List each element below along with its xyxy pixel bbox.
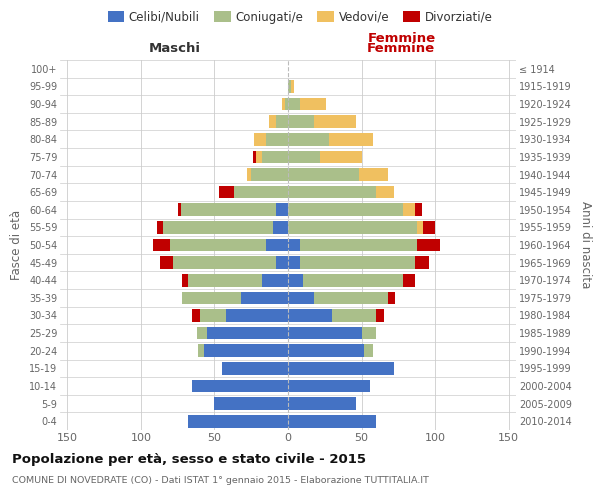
Bar	[288, 415, 376, 428]
Y-axis label: Anni di nascita: Anni di nascita	[578, 202, 592, 288]
Bar	[288, 344, 364, 357]
Bar	[204, 344, 288, 357]
Bar	[188, 274, 262, 286]
Bar	[178, 204, 181, 216]
Bar	[376, 309, 383, 322]
Bar	[182, 292, 241, 304]
Bar	[288, 168, 359, 181]
Bar	[288, 362, 394, 374]
Bar	[303, 274, 403, 286]
Bar	[288, 380, 370, 392]
Bar	[226, 309, 288, 322]
Bar	[288, 186, 376, 198]
Bar	[388, 292, 395, 304]
Text: Popolazione per età, sesso e stato civile - 2015: Popolazione per età, sesso e stato civil…	[12, 452, 366, 466]
Bar	[256, 150, 262, 163]
Bar	[160, 256, 173, 269]
Bar	[266, 133, 288, 145]
Bar	[262, 274, 288, 286]
Bar	[254, 133, 266, 145]
Text: Maschi: Maschi	[149, 42, 201, 54]
Bar	[247, 168, 251, 181]
Bar	[253, 150, 256, 163]
Bar	[364, 344, 373, 357]
Bar	[288, 256, 300, 269]
Bar	[418, 221, 424, 234]
Bar	[214, 397, 288, 410]
Bar	[282, 98, 285, 110]
Bar	[300, 256, 415, 269]
Bar	[415, 204, 422, 216]
Bar	[320, 150, 362, 163]
Text: Femmine: Femmine	[368, 32, 436, 45]
Bar	[288, 397, 356, 410]
Bar	[219, 186, 233, 198]
Bar	[314, 292, 388, 304]
Bar	[273, 221, 288, 234]
Bar	[415, 256, 429, 269]
Bar	[403, 274, 415, 286]
Bar	[157, 221, 163, 234]
Bar	[276, 204, 288, 216]
Bar	[163, 221, 273, 234]
Bar	[173, 256, 276, 269]
Bar	[418, 238, 440, 252]
Bar	[288, 292, 314, 304]
Bar	[233, 186, 288, 198]
Bar	[329, 133, 373, 145]
Bar	[251, 168, 288, 181]
Legend: Celibi/Nubili, Coniugati/e, Vedovi/e, Divorziati/e: Celibi/Nubili, Coniugati/e, Vedovi/e, Di…	[103, 6, 497, 28]
Bar	[181, 204, 276, 216]
Bar	[262, 150, 288, 163]
Bar	[288, 98, 300, 110]
Bar	[288, 116, 314, 128]
Bar	[288, 238, 300, 252]
Bar	[188, 415, 288, 428]
Bar	[376, 186, 394, 198]
Bar	[193, 309, 200, 322]
Bar	[197, 327, 207, 340]
Bar	[314, 116, 356, 128]
Bar	[288, 80, 291, 93]
Bar	[152, 238, 170, 252]
Bar	[170, 238, 266, 252]
Bar	[182, 274, 188, 286]
Bar	[269, 116, 276, 128]
Bar	[288, 204, 403, 216]
Text: COMUNE DI NOVEDRATE (CO) - Dati ISTAT 1° gennaio 2015 - Elaborazione TUTTITALIA.: COMUNE DI NOVEDRATE (CO) - Dati ISTAT 1°…	[12, 476, 429, 485]
Bar	[288, 274, 303, 286]
Bar	[222, 362, 288, 374]
Bar	[359, 168, 388, 181]
Bar	[362, 327, 376, 340]
Bar	[285, 98, 288, 110]
Bar	[300, 98, 326, 110]
Bar	[193, 380, 288, 392]
Bar	[288, 150, 320, 163]
Bar	[288, 327, 362, 340]
Y-axis label: Fasce di età: Fasce di età	[10, 210, 23, 280]
Bar	[288, 221, 418, 234]
Bar	[207, 327, 288, 340]
Bar	[200, 309, 226, 322]
Bar	[276, 116, 288, 128]
Bar	[288, 309, 332, 322]
Bar	[332, 309, 376, 322]
Bar	[276, 256, 288, 269]
Bar	[300, 238, 418, 252]
Bar	[288, 133, 329, 145]
Bar	[198, 344, 204, 357]
Bar	[266, 238, 288, 252]
Bar	[241, 292, 288, 304]
Bar	[403, 204, 415, 216]
Bar	[291, 80, 294, 93]
Bar	[424, 221, 435, 234]
Text: Femmine: Femmine	[367, 42, 436, 54]
